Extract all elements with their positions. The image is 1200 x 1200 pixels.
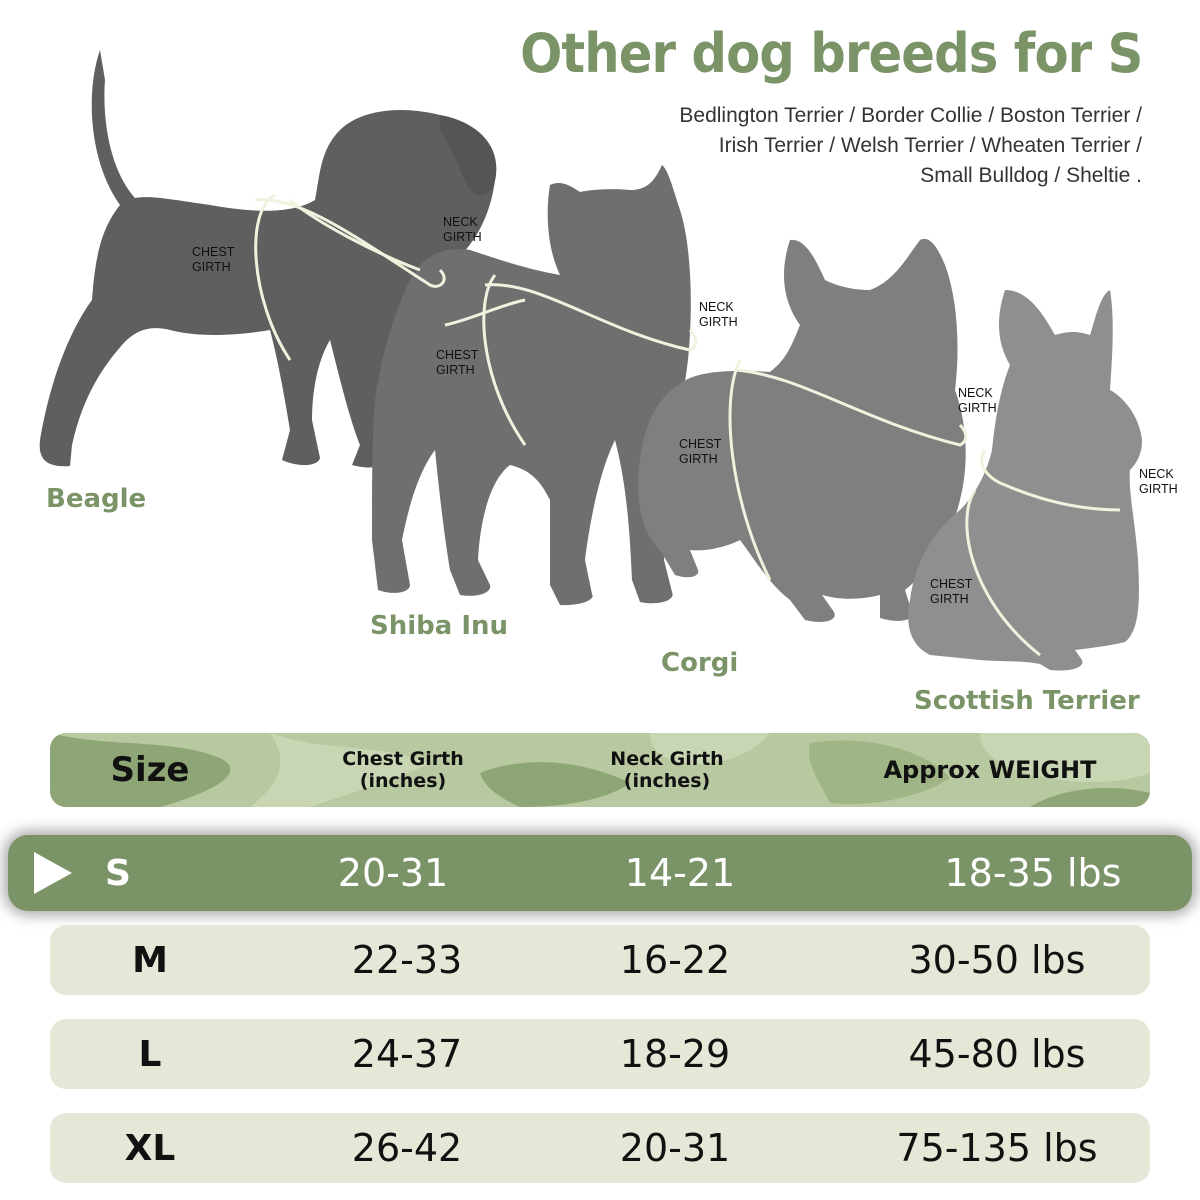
camo-pattern: [50, 733, 1150, 807]
size-value: XL: [124, 1127, 176, 1169]
beagle-label: Beagle: [46, 484, 147, 514]
corgi-chest-girth-label: CHEST GIRTH: [679, 437, 722, 466]
breed-list-line: Irish Terrier / Welsh Terrier / Wheaten …: [718, 134, 1142, 157]
harness-lines: [254, 193, 1121, 657]
weight-value: 45-80 lbs: [908, 1032, 1086, 1076]
weight-value: 75-135 lbs: [896, 1126, 1098, 1170]
chest-girth-value: 24-37: [351, 1032, 463, 1076]
play-arrow-icon: [28, 835, 78, 911]
weight-value: 30-50 lbs: [908, 938, 1086, 982]
scottish-terrier-label: Scottish Terrier: [914, 686, 1140, 716]
neck-girth-column-header: Neck Girth (inches): [610, 748, 724, 792]
breed-list-line: Bedlington Terrier / Border Collie / Bos…: [679, 104, 1142, 127]
beagle-neck-girth-label: NECK GIRTH: [443, 215, 482, 244]
size-row-m[interactable]: M 22-33 16-22 30-50 lbs: [50, 925, 1150, 995]
size-row-s[interactable]: S 20-31 14-21 18-35 lbs: [8, 835, 1192, 911]
corgi-neck-girth-label: NECK GIRTH: [958, 386, 997, 415]
page-title: Other dog breeds for S: [519, 22, 1143, 85]
weight-column-header: Approx WEIGHT: [883, 756, 1097, 784]
chest-girth-value: 26-42: [351, 1126, 463, 1170]
corgi-silhouette: [638, 238, 966, 623]
chest-girth-column-header: Chest Girth (inches): [342, 748, 464, 792]
size-value: M: [132, 939, 168, 981]
neck-girth-value: 16-22: [619, 938, 731, 982]
beagle-chest-girth-label: CHEST GIRTH: [192, 245, 235, 274]
neck-girth-value: 18-29: [619, 1032, 731, 1076]
shiba-inu-label: Shiba Inu: [370, 611, 509, 641]
shiba-inu-silhouette: [372, 165, 691, 606]
scottish-terrier-silhouette: [908, 290, 1142, 671]
beagle-silhouette: [39, 50, 497, 468]
size-row-l[interactable]: L 24-37 18-29 45-80 lbs: [50, 1019, 1150, 1089]
chest-girth-value: 20-31: [337, 851, 449, 895]
terrier-neck-girth-label: NECK GIRTH: [1139, 467, 1178, 496]
dog-illustration: [39, 50, 1142, 671]
size-row-xl[interactable]: XL 26-42 20-31 75-135 lbs: [50, 1113, 1150, 1183]
size-table-header: Size Chest Girth (inches) Neck Girth (inch…: [50, 733, 1150, 807]
breed-list-line: Small Bulldog / Sheltie .: [920, 164, 1142, 187]
corgi-label: Corgi: [661, 648, 739, 678]
size-column-header: Size: [110, 750, 190, 790]
shiba-neck-girth-label: NECK GIRTH: [699, 300, 738, 329]
terrier-chest-girth-label: CHEST GIRTH: [930, 577, 973, 606]
neck-girth-value: 14-21: [624, 851, 736, 895]
shiba-chest-girth-label: CHEST GIRTH: [436, 348, 479, 377]
weight-value: 18-35 lbs: [944, 851, 1122, 895]
size-value: L: [138, 1033, 162, 1075]
size-value: S: [105, 852, 131, 894]
chest-girth-value: 22-33: [351, 938, 463, 982]
neck-girth-value: 20-31: [619, 1126, 731, 1170]
